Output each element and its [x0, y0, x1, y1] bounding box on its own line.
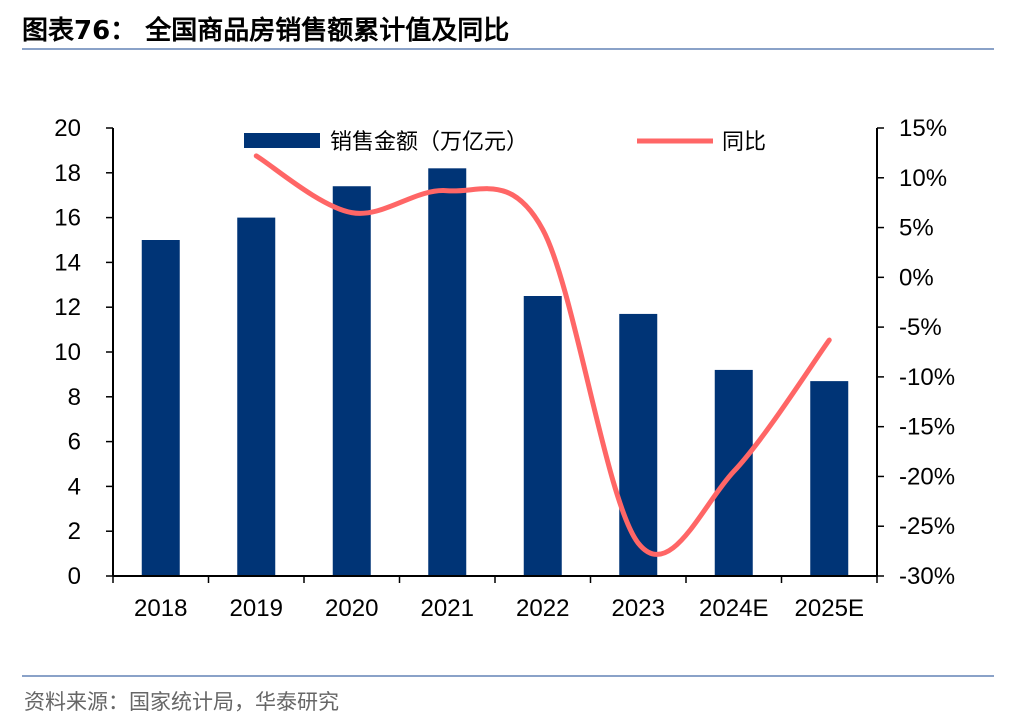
right-tick-label: -5% — [899, 314, 942, 341]
legend-bar-label: 销售金额（万亿元） — [330, 129, 528, 154]
bar-2023 — [619, 313, 658, 576]
chart-title: 图表76： 全国商品房销售额累计值及同比 — [22, 16, 510, 46]
right-tick-label: -25% — [899, 513, 955, 540]
bar-2020 — [332, 186, 371, 577]
bar-2022 — [523, 296, 562, 576]
right-tick-label: -10% — [899, 364, 955, 391]
x-tick-label: 2024E — [699, 595, 768, 622]
right-tick-label: 15% — [899, 115, 947, 142]
x-tick-label: 2021 — [421, 595, 474, 622]
x-tick-label: 2025E — [795, 595, 864, 622]
right-tick-label: -20% — [899, 463, 955, 490]
left-tick-label: 6 — [68, 429, 81, 456]
left-tick-label: 4 — [68, 473, 81, 500]
left-tick-label: 12 — [54, 294, 81, 321]
bar-2018 — [141, 240, 180, 576]
legend-bar-swatch — [244, 133, 320, 148]
bar-2025E — [810, 381, 849, 576]
x-tick-label: 2023 — [612, 595, 665, 622]
footer-divider — [22, 675, 994, 677]
bar-2021 — [428, 168, 467, 576]
x-tick-label: 2020 — [325, 595, 378, 622]
x-tick-label: 2022 — [516, 595, 569, 622]
legend-line-label: 同比 — [722, 129, 766, 154]
right-tick-label: 5% — [899, 215, 934, 242]
left-tick-label: 8 — [68, 384, 81, 411]
right-tick-label: -15% — [899, 414, 955, 441]
right-tick-label: 10% — [899, 165, 947, 192]
left-tick-label: 2 — [68, 518, 81, 545]
left-tick-label: 14 — [54, 249, 81, 276]
x-tick-label: 2019 — [230, 595, 283, 622]
title-divider — [22, 48, 994, 50]
left-tick-label: 0 — [68, 563, 81, 590]
bar-2019 — [237, 217, 276, 576]
left-tick-label: 20 — [54, 115, 81, 142]
left-tick-label: 16 — [54, 205, 81, 232]
source-note: 资料来源：国家统计局，华泰研究 — [24, 690, 339, 714]
right-tick-label: 0% — [899, 264, 934, 291]
x-tick-label: 2018 — [134, 595, 187, 622]
right-tick-label: -30% — [899, 563, 955, 590]
left-tick-label: 10 — [54, 339, 81, 366]
left-tick-label: 18 — [54, 160, 81, 187]
